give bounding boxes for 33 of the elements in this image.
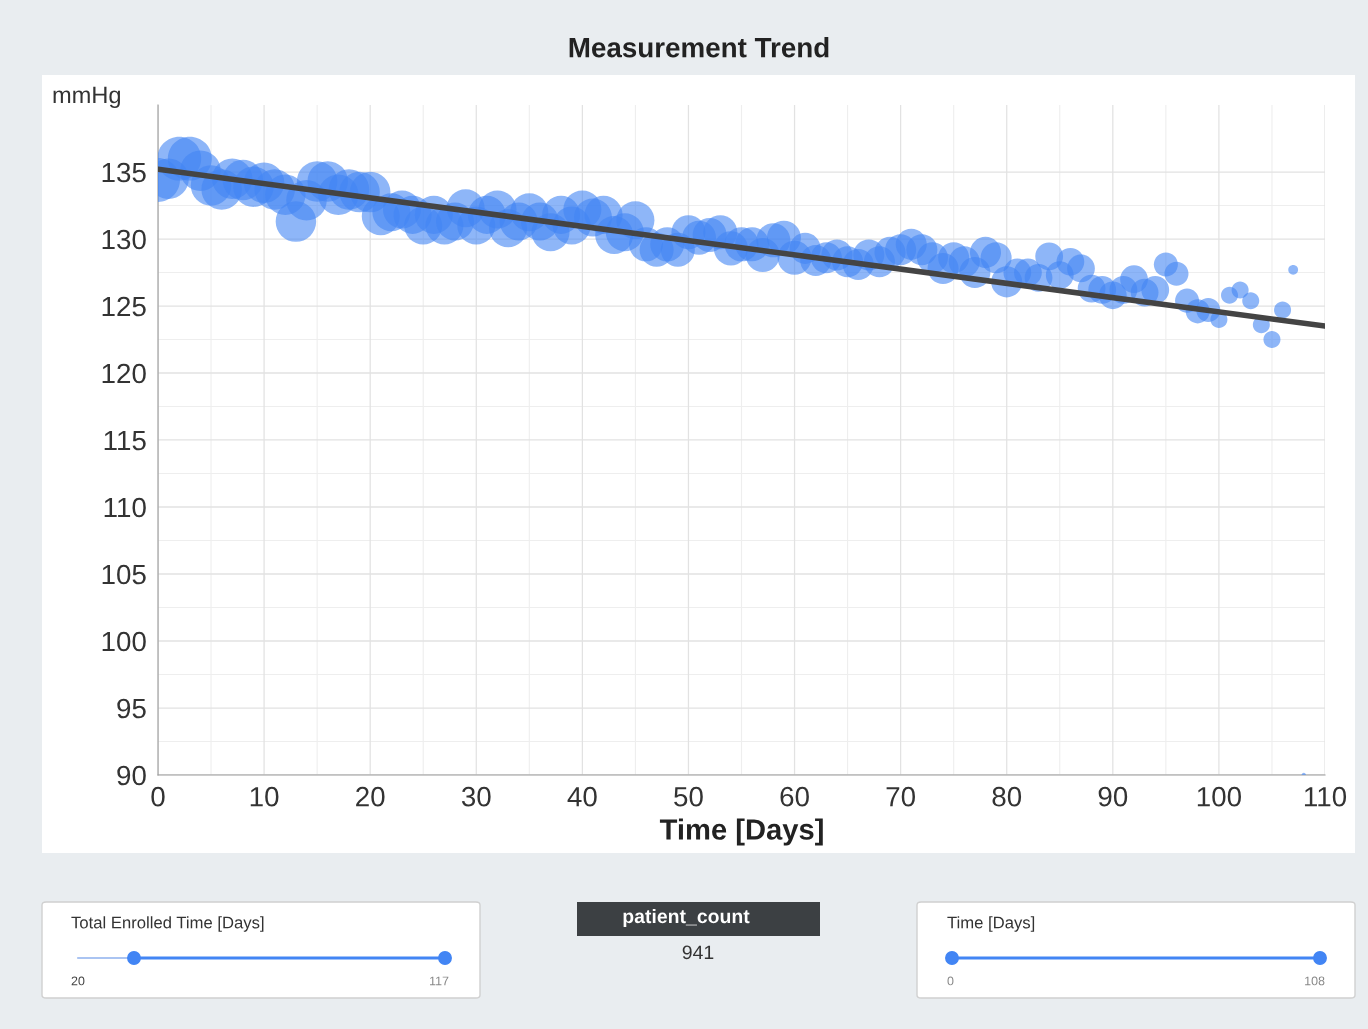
x-tick-label: 20 <box>356 786 385 807</box>
x-tick-label: 10 <box>250 786 279 807</box>
chart-title: Measurement Trend <box>569 37 829 58</box>
x-tick-label: 30 <box>461 786 491 807</box>
x-tick-label: 40 <box>567 786 597 807</box>
text: Time [Days] <box>947 916 1035 932</box>
y-tick-label: 125 <box>102 296 146 317</box>
x-tick-label: 80 <box>992 786 1022 807</box>
text: 108 <box>1305 976 1325 986</box>
y-tick-label: 115 <box>104 430 146 451</box>
text: 941 <box>682 945 714 960</box>
y-axis-title: mmHg <box>53 86 120 108</box>
text: 0 <box>947 976 954 986</box>
y-tick-label: 100 <box>102 631 146 652</box>
x-tick-label: 50 <box>674 786 703 807</box>
x-tick-label: 90 <box>1098 786 1128 807</box>
text: 117 <box>430 976 449 986</box>
y-tick-label: 110 <box>104 497 146 518</box>
x-tick-label: 0 <box>151 786 165 807</box>
text: patient_count <box>623 908 750 928</box>
y-tick-label: 90 <box>117 765 146 786</box>
y-tick-label: 130 <box>102 229 146 250</box>
x-tick-label: 100 <box>1197 786 1241 807</box>
y-tick-label: 95 <box>117 698 146 719</box>
x-tick-label: 70 <box>886 786 915 807</box>
x-tick-label: 110 <box>1304 786 1347 807</box>
text: Total Enrolled Time [Days] <box>71 916 264 932</box>
y-tick-label: 135 <box>102 162 146 183</box>
y-tick-label: 120 <box>102 363 146 384</box>
text: 20 <box>71 976 85 986</box>
x-tick-label: 60 <box>780 786 809 807</box>
x-axis-title: Time [Days] <box>659 818 823 846</box>
y-tick-label: 105 <box>102 564 146 585</box>
